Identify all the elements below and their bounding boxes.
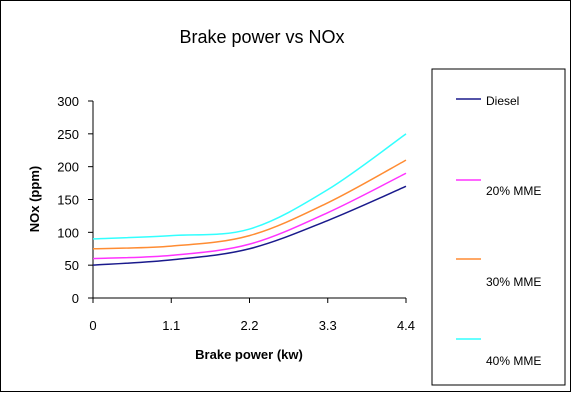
x-tick-label: 2.2 — [240, 318, 258, 333]
y-tick-label: 200 — [57, 160, 79, 175]
legend-label-30-mme: 30% MME — [486, 275, 541, 289]
x-axis-label: Brake power (kw) — [195, 347, 303, 362]
legend-label-diesel: Diesel — [486, 94, 519, 108]
series-line-diesel — [92, 185, 407, 266]
x-tick-label: 3.3 — [319, 318, 337, 333]
chart-title: Brake power vs NOx — [179, 27, 344, 47]
legend: Diesel 20% MME 30% MME 40% MME — [456, 94, 541, 368]
y-axis: 0 50 100 150 200 250 300 — [57, 94, 93, 306]
y-axis-label: NOx (ppm) — [27, 166, 42, 232]
x-tick-label: 1.1 — [162, 318, 180, 333]
y-tick-label: 150 — [57, 193, 79, 208]
legend-label-20-mme: 20% MME — [486, 184, 541, 198]
y-tick-label: 100 — [57, 225, 79, 240]
x-axis: 0 1.1 2.2 3.3 4.4 — [89, 298, 415, 333]
y-tick-label: 250 — [57, 127, 79, 142]
y-tick-label: 300 — [57, 94, 79, 109]
series-line-40-mme — [92, 133, 407, 240]
series-line-20-mme — [92, 172, 407, 260]
legend-box — [431, 68, 566, 386]
x-tick-label: 4.4 — [397, 318, 415, 333]
legend-label-40-mme: 40% MME — [486, 354, 541, 368]
series-lines — [92, 133, 407, 266]
y-tick-label: 50 — [65, 258, 79, 273]
y-tick-label: 0 — [72, 291, 79, 306]
series-line-30-mme — [92, 159, 407, 250]
x-tick-label: 0 — [89, 318, 96, 333]
